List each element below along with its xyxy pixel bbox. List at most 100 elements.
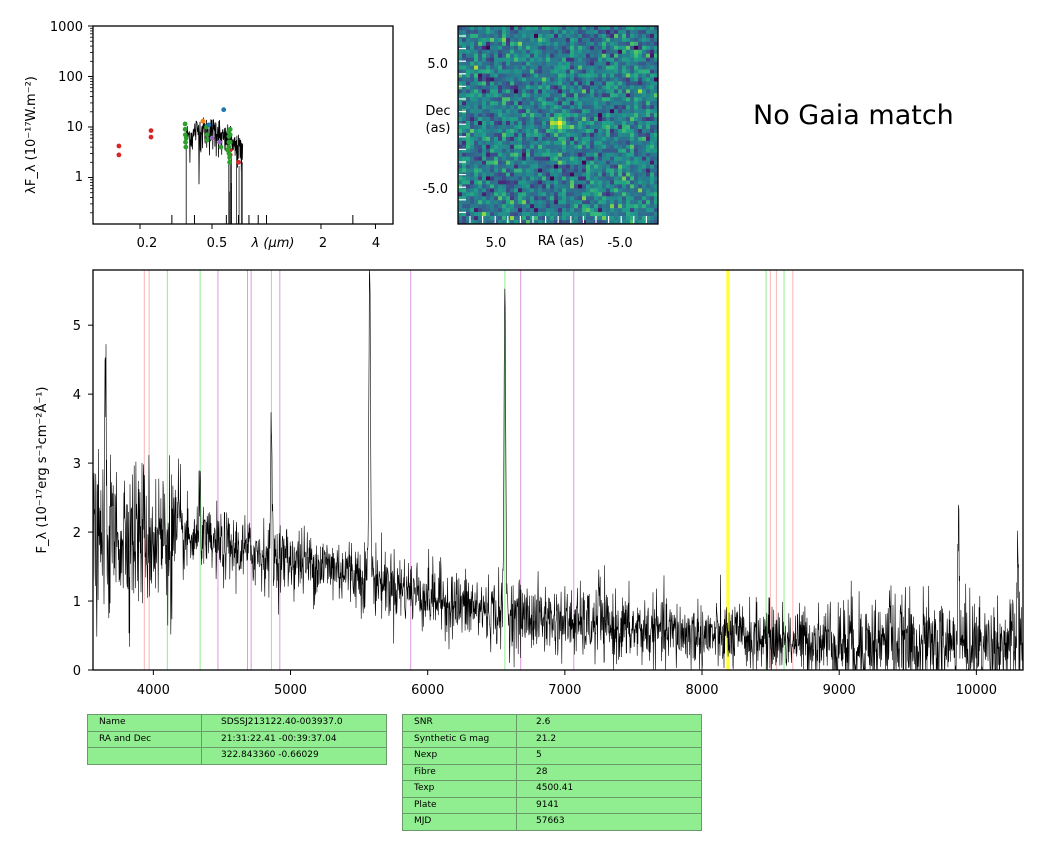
image-pixel	[610, 73, 615, 78]
observation-info-table: SNR 2.6 Synthetic G mag 21.2 Nexp 5 Fibre 28…	[402, 714, 702, 831]
image-pixel	[550, 41, 555, 47]
image-pixel	[586, 176, 591, 181]
image-pixel	[462, 53, 467, 58]
image-pixel	[638, 49, 643, 55]
image-pixel	[562, 144, 567, 150]
image-pixel	[610, 113, 615, 118]
image-pixel	[630, 109, 635, 114]
image-pixel	[514, 105, 519, 110]
image-pixel	[602, 208, 607, 213]
image-pixel	[602, 97, 607, 102]
image-pixel	[654, 41, 659, 47]
image-xtick-5: 5.0	[486, 236, 507, 251]
image-pixel	[482, 101, 487, 106]
image-pixel	[490, 121, 495, 126]
image-pixel	[582, 81, 587, 86]
image-pixel	[550, 212, 555, 217]
image-pixel	[546, 140, 551, 146]
image-pixel	[530, 89, 535, 94]
image-pixel	[638, 164, 643, 169]
image-pixel	[590, 93, 595, 98]
image-pixel	[474, 212, 479, 217]
image-pixel	[642, 132, 647, 138]
image-pixel	[486, 41, 491, 47]
image-pixel	[474, 168, 479, 173]
spectrum-line	[92, 269, 1024, 672]
image-pixel	[482, 81, 487, 86]
image-pixel	[654, 128, 659, 134]
image-pixel	[582, 192, 587, 197]
image-pixel	[510, 97, 515, 102]
image-pixel	[482, 172, 487, 177]
image-pixel	[574, 26, 579, 31]
image-pixel	[622, 113, 627, 118]
image-pixel	[610, 136, 615, 142]
image-pixel	[646, 200, 651, 205]
image-pixel	[466, 220, 471, 225]
image-pixel	[602, 212, 607, 217]
image-pixel	[558, 140, 563, 146]
image-pixel	[590, 57, 595, 62]
image-pixel	[518, 180, 523, 185]
image-pixel	[546, 168, 551, 173]
image-pixel	[546, 144, 551, 150]
image-pixel	[522, 188, 527, 193]
image-pixel	[526, 168, 531, 173]
image-pixel	[634, 45, 639, 51]
image-pixel	[514, 156, 519, 161]
image-pixel	[458, 176, 463, 181]
image-pixel	[622, 176, 627, 181]
image-pixel	[638, 45, 643, 51]
image-pixel	[550, 33, 555, 39]
image-pixel	[638, 26, 643, 31]
image-pixel	[602, 53, 607, 58]
image-pixel	[554, 132, 559, 138]
image-pixel	[622, 73, 627, 78]
image-pixel	[486, 85, 491, 90]
image-pixel	[558, 196, 563, 201]
image-pixel	[606, 69, 611, 74]
image-cutout-panel: 5.0 -5.0 5.0 -5.0 RA (as) Dec (as)	[423, 25, 659, 251]
sed-photometry-point	[227, 159, 233, 165]
image-pixel	[518, 97, 523, 102]
image-pixel	[590, 26, 595, 31]
image-pixel	[602, 176, 607, 181]
image-pixel	[630, 105, 635, 110]
image-pixel	[582, 180, 587, 185]
image-pixel	[486, 176, 491, 181]
image-pixel	[490, 101, 495, 106]
image-pixel	[546, 89, 551, 94]
image-pixel	[646, 113, 651, 118]
image-pixel	[602, 128, 607, 134]
image-pixel	[646, 180, 651, 185]
image-pixel	[558, 113, 563, 118]
image-pixel	[546, 188, 551, 193]
image-pixel	[606, 172, 611, 177]
image-pixel	[626, 152, 631, 157]
image-pixel	[518, 69, 523, 74]
image-pixel	[610, 152, 615, 157]
image-pixel	[478, 109, 483, 114]
image-pixel	[650, 140, 655, 146]
table-key: Texp	[402, 780, 517, 798]
image-pixel	[490, 97, 495, 102]
image-pixel	[602, 204, 607, 209]
image-pixel	[478, 152, 483, 157]
image-pixel	[610, 204, 615, 209]
image-pixel	[506, 184, 511, 189]
image-pixel	[486, 121, 491, 126]
image-pixel	[598, 168, 603, 173]
image-pixel	[510, 148, 515, 154]
image-pixel	[638, 184, 643, 189]
image-pixel	[458, 73, 463, 78]
image-pixel	[542, 136, 547, 142]
image-pixel	[570, 168, 575, 173]
image-pixel	[542, 128, 547, 134]
image-pixel	[618, 121, 623, 126]
image-pixel	[606, 192, 611, 197]
image-pixel	[462, 49, 467, 55]
table-row: Nexp 5	[402, 747, 702, 765]
image-pixel	[518, 57, 523, 62]
image-pixel	[590, 49, 595, 55]
image-pixel	[514, 109, 519, 114]
